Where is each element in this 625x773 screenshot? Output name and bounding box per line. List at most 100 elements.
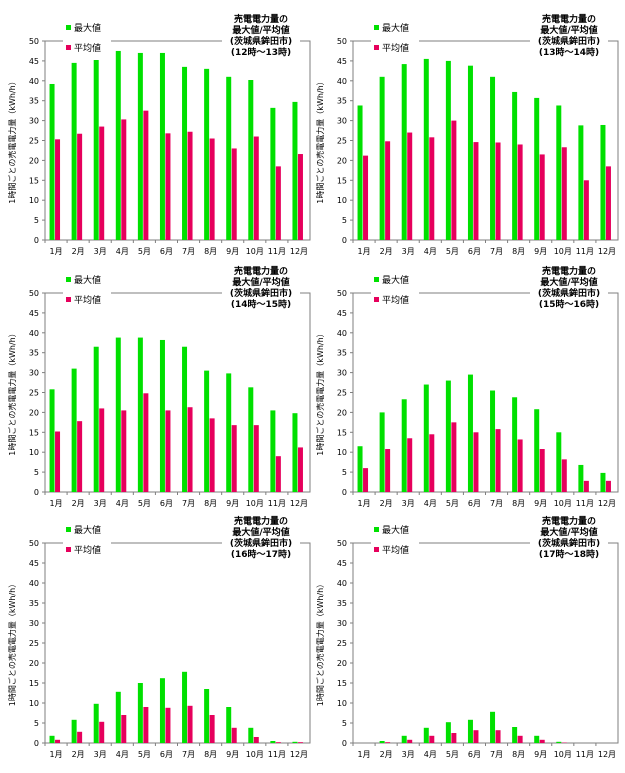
bar-avg-3 [407,132,413,240]
x-tick-label: 10月 [246,750,264,759]
bar-avg-8 [209,715,215,743]
x-tick-label: 8月 [512,750,525,759]
x-tick-label: 11月 [268,247,286,256]
x-tick-label: 4月 [116,247,129,256]
bar-max-2 [71,62,77,240]
x-tick-label: 8月 [204,750,217,759]
bar-avg-8 [517,439,523,492]
x-tick-label: 3月 [402,750,415,759]
bar-avg-10 [561,147,567,240]
y-tick-label: 15 [337,679,347,688]
title-line-4: (12時～13時) [231,46,291,58]
bar-max-4 [115,691,121,743]
x-tick-label: 5月 [138,499,151,508]
bar-avg-2 [385,742,391,743]
x-tick-label: 3月 [94,247,107,256]
y-tick-label: 50 [337,37,347,46]
title-line-3: (茨城県鉾田市) [230,537,292,549]
x-tick-label: 12月 [290,247,308,256]
y-tick-label: 5 [342,216,347,225]
title-line-2: 最大値/平均値 [232,24,289,36]
title-box [530,513,608,561]
legend-label-1: 最大値 [74,274,101,286]
y-tick-label: 30 [337,117,347,126]
x-tick-label: 2月 [72,499,85,508]
y-tick-label: 35 [29,97,39,106]
bar-max-8 [512,91,518,240]
chart-1: 0 5 10 15 20 25 30 35 40 45 50 1時間ごとの売電電力量（kWh/h） 1月… [7,11,311,256]
y-tick-label: 45 [29,309,39,318]
bar-max-7 [182,346,188,492]
y-tick-label: 0 [342,236,347,245]
legend-label-2: 平均値 [74,294,101,306]
legend-label-2: 平均値 [74,42,101,54]
bar-max-11 [270,741,276,743]
y-axis-title: 1時間ごとの売電電力量（kWh/h） [7,580,17,706]
x-tick-label: 12月 [598,247,616,256]
x-tick-label: 7月 [490,750,503,759]
chart-5: 0 5 10 15 20 25 30 35 40 45 50 1時間ごとの売電電力量（kWh/h） 1月… [7,513,311,759]
legend-swatch-1 [374,527,379,532]
bar-max-8 [512,727,518,743]
y-tick-label: 20 [337,659,347,668]
bar-avg-12 [605,480,611,492]
bar-avg-8 [517,735,523,743]
legend-swatch-2 [66,297,71,302]
title-line-2: 最大値/平均値 [540,24,597,36]
x-tick-label: 6月 [160,750,173,759]
bar-max-9 [226,76,232,240]
bar-max-1 [49,735,55,743]
y-tick-label: 5 [342,468,347,477]
title-line-3: (茨城県鉾田市) [230,35,292,47]
title-line-1: 売電電力量の [234,265,288,277]
y-tick-label: 40 [337,579,347,588]
bar-avg-9 [231,148,237,240]
y-tick-label: 35 [337,599,347,608]
x-tick-label: 2月 [380,247,393,256]
bar-avg-11 [275,456,281,492]
bar-max-7 [182,671,188,743]
bar-max-10 [556,105,562,240]
y-tick-label: 45 [337,309,347,318]
y-tick-label: 35 [337,97,347,106]
title-line-4: (16時～17時) [231,548,291,560]
title-box [222,263,300,311]
bar-max-11 [270,410,276,492]
y-tick-label: 5 [34,719,39,728]
x-tick-label: 11月 [268,750,286,759]
y-tick-label: 0 [34,739,39,748]
bar-avg-4 [429,137,435,240]
bar-avg-9 [231,727,237,743]
bar-max-12 [292,741,298,743]
title-line-1: 売電電力量の [542,13,596,25]
x-tick-label: 9月 [534,750,547,759]
x-tick-label: 10月 [246,247,264,256]
bar-avg-10 [253,425,259,492]
y-tick-label: 20 [337,156,347,165]
title-line-2: 最大値/平均値 [232,276,289,288]
bar-max-7 [490,76,496,240]
bar-avg-3 [99,126,105,240]
bar-avg-11 [275,166,281,240]
x-tick-label: 1月 [49,750,62,759]
bar-avg-7 [495,730,501,743]
x-tick-label: 2月 [380,499,393,508]
legend-swatch-2 [374,297,379,302]
x-tick-label: 3月 [402,499,415,508]
legend-label-2: 平均値 [382,294,409,306]
y-tick-label: 20 [29,156,39,165]
x-tick-label: 2月 [380,750,393,759]
title-line-3: (茨城県鉾田市) [230,287,292,299]
y-tick-label: 25 [29,137,39,146]
bar-avg-6 [165,133,171,240]
title-line-4: (15時～16時) [539,298,599,310]
bar-avg-5 [143,393,149,492]
bar-max-2 [379,412,385,492]
bar-max-8 [204,689,210,743]
